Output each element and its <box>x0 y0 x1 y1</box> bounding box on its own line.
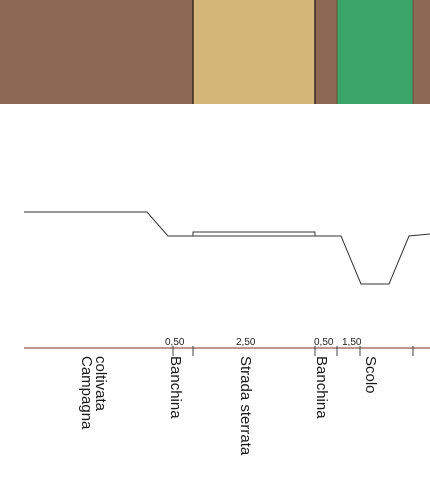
dimension-ruler: 0,50 2,50 0,50 1,50 <box>24 337 430 356</box>
road-surface-layer <box>192 231 316 237</box>
cross-section-profile <box>24 211 430 285</box>
zone-label-banchina: Banchina <box>167 356 184 419</box>
dimension-label: 2,50 <box>236 337 256 348</box>
dimension-label: 0,50 <box>165 337 185 348</box>
band-strada-sterrata <box>193 0 315 104</box>
zone-label-scolo: Scolo <box>362 356 379 394</box>
dimension-label: 1,50 <box>342 337 362 348</box>
plan-view <box>0 0 430 104</box>
dimension-label: 0,50 <box>314 337 334 348</box>
terrain-profile-line <box>24 211 430 285</box>
band-banchina <box>315 0 337 104</box>
zone-labels: Campagnacoltivata Banchina Strada sterra… <box>78 356 379 456</box>
zone-label-campagna: Campagnacoltivata <box>78 356 109 430</box>
zone-label-strada-sterrata: Strada sterrata <box>237 356 254 456</box>
band-banchina-right <box>413 0 430 104</box>
band-campagna <box>0 0 193 104</box>
band-scolo <box>337 0 413 104</box>
zone-label-banchina-2: Banchina <box>313 356 330 419</box>
